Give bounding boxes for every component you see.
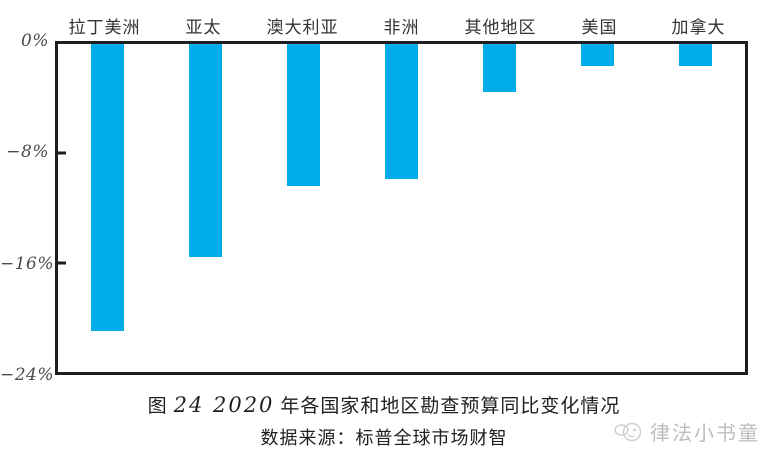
category-label-6: 加拿大: [671, 17, 726, 38]
plot-area: [55, 41, 748, 375]
bar-3: [384, 44, 418, 180]
bar-column-2: [254, 44, 352, 372]
watermark: 律法小书童: [613, 417, 760, 446]
category-label-1: 亚太: [185, 17, 222, 38]
y-tick-label-0: 0%: [21, 31, 49, 51]
figure-title: 图 24 2020 年各国家和地区勘查预算同比变化情况: [0, 391, 768, 418]
category-label-2: 澳大利亚: [266, 17, 339, 38]
y-tick-label-3: −24%: [0, 365, 55, 385]
bar-4: [483, 44, 517, 92]
bar-column-3: [352, 44, 450, 372]
bar-6: [679, 44, 713, 66]
figure-caption: 图 24 2020 年各国家和地区勘查预算同比变化情况 数据来源：标普全球市场财智: [0, 391, 768, 450]
bar-column-1: [156, 44, 254, 372]
figure-title-number: 24 2020: [173, 393, 275, 417]
data-source-line: 数据来源：标普全球市场财智: [260, 428, 508, 449]
figure-title-suffix: 年各国家和地区勘查预算同比变化情况: [280, 395, 621, 417]
category-label-4: 其他地区: [464, 17, 537, 38]
y-tick-label-1: −8%: [6, 142, 49, 163]
bar-2: [286, 44, 320, 187]
y-tick-mark-2: [58, 261, 66, 265]
mascot-chick-icon: [613, 419, 643, 445]
watermark-text: 律法小书童: [650, 421, 760, 445]
y-tick-label-2: −16%: [0, 253, 55, 274]
figure-title-prefix: 图: [147, 395, 168, 417]
bar-column-5: [549, 44, 647, 372]
bar-1: [188, 44, 222, 258]
bar-column-4: [451, 44, 549, 372]
bar-0: [90, 44, 124, 331]
category-labels-row: 拉丁美洲 亚太 澳大利亚 非洲 其他地区 美国 加拿大: [55, 11, 748, 39]
y-axis-labels: 0% −8% −16% −24%: [0, 0, 55, 458]
category-label-3: 非洲: [383, 17, 420, 38]
bar-column-0: [58, 44, 156, 372]
bar-5: [581, 44, 615, 66]
bar-column-6: [647, 44, 745, 372]
y-tick-mark-1: [58, 151, 66, 155]
category-label-5: 美国: [581, 17, 618, 38]
category-label-0: 拉丁美洲: [68, 17, 141, 38]
